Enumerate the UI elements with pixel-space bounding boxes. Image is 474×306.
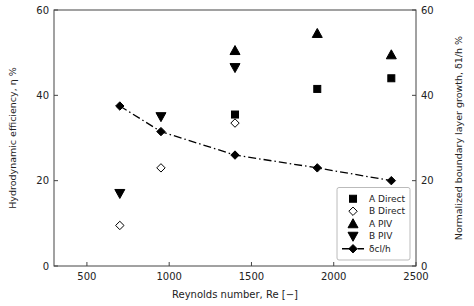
legend-marker — [348, 219, 358, 228]
legend-label: A PIV — [369, 219, 393, 229]
y-tick-label: 0 — [43, 261, 49, 272]
series-1 — [116, 119, 240, 230]
y2-tick-label: 0 — [421, 261, 427, 272]
y2-tick — [412, 180, 416, 181]
point — [230, 64, 240, 73]
legend: A Direct B Direct A PIV B PIV δcl/h — [337, 188, 410, 261]
y2-tick — [412, 95, 416, 96]
y2-tick — [412, 266, 416, 267]
point — [157, 127, 165, 135]
legend-marker — [350, 195, 357, 202]
x-tick — [416, 262, 417, 266]
legend-label: B PIV — [369, 231, 393, 241]
series-0 — [232, 75, 395, 118]
point — [116, 102, 124, 110]
y-tick — [54, 95, 58, 96]
point — [312, 28, 322, 37]
x-tick-label: 1500 — [239, 271, 264, 282]
x-tick — [251, 262, 252, 266]
x-tick-label: 1000 — [156, 271, 181, 282]
series-line — [120, 106, 392, 181]
point — [386, 50, 396, 59]
point — [156, 113, 166, 122]
legend-box — [337, 188, 410, 261]
y-tick-label: 20 — [36, 175, 49, 186]
plot-frame — [54, 10, 416, 266]
legend-marker — [348, 232, 358, 241]
point — [231, 151, 239, 159]
page: {"chart_data": {"type": "scatter", "xlab… — [0, 0, 474, 306]
x-tick-label: 2500 — [403, 271, 428, 282]
x-tick — [86, 262, 87, 266]
x-tick — [333, 262, 334, 266]
series-4 — [116, 102, 396, 185]
point — [314, 85, 321, 92]
point — [115, 189, 125, 198]
x-tick — [169, 262, 170, 266]
y-tick-label: 60 — [36, 5, 49, 16]
point — [157, 164, 165, 172]
y2-tick-label: 60 — [421, 5, 434, 16]
series-3 — [115, 64, 240, 199]
legend-marker — [349, 207, 357, 215]
point — [231, 119, 239, 127]
point — [232, 111, 239, 118]
y2-tick-label: 20 — [421, 175, 434, 186]
chart: 500100015002000250002040600204060Reynold… — [0, 0, 474, 306]
legend-label: δcl/h — [369, 244, 391, 254]
y2-tick — [412, 10, 416, 11]
x-tick-label: 500 — [77, 271, 96, 282]
legend-marker — [349, 245, 357, 253]
x-tick-label: 2000 — [321, 271, 346, 282]
point — [230, 46, 240, 55]
y-tick — [54, 10, 58, 11]
legend-label: A Direct — [369, 194, 405, 204]
point — [388, 75, 395, 82]
y-axis-label: Hydrodynamic efficiency, η % — [7, 67, 18, 209]
y-tick — [54, 266, 58, 267]
legend-label: B Direct — [369, 206, 405, 216]
y2-axis-label: Normalized boundary layer growth, δ1/h % — [453, 36, 464, 240]
point — [313, 164, 321, 172]
point — [387, 176, 395, 184]
point — [116, 221, 124, 229]
y-tick — [54, 180, 58, 181]
y-tick-label: 40 — [36, 90, 49, 101]
series-2 — [230, 28, 396, 58]
x-axis-label: Reynolds number, Re [−] — [172, 289, 298, 300]
data-layer — [115, 28, 397, 229]
y2-tick-label: 40 — [421, 90, 434, 101]
